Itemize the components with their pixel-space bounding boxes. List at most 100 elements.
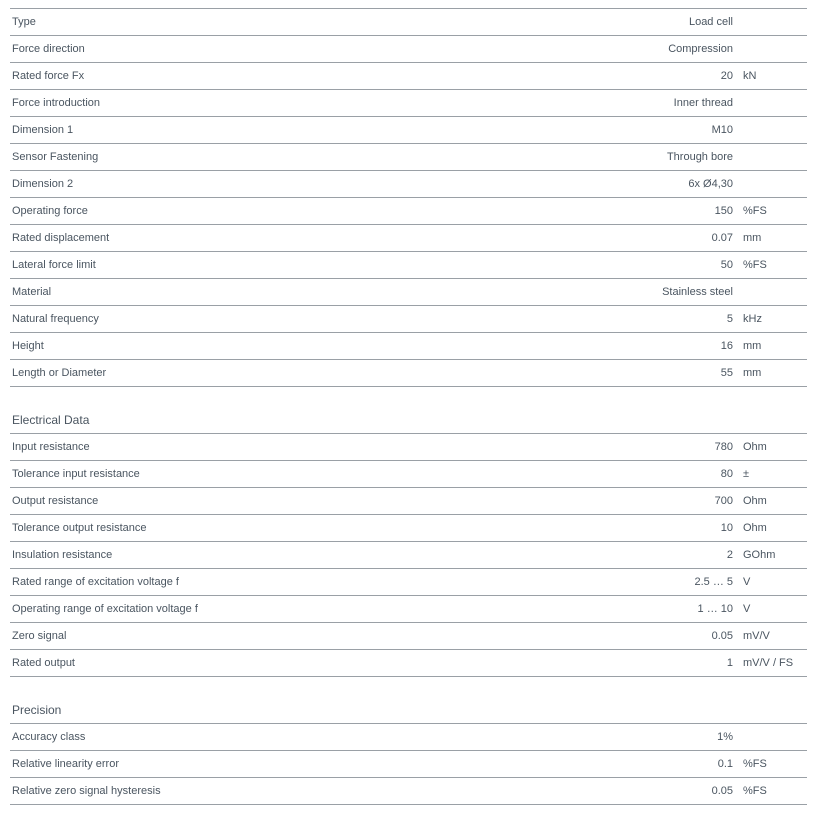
spec-value: 0.07 [673,232,737,244]
spec-row: Rated force Fx20kN [10,63,807,90]
spec-section: TypeLoad cellForce directionCompressionR… [10,8,807,387]
spec-row: Force directionCompression [10,36,807,63]
spec-value: 55 [673,367,737,379]
spec-row: Rated displacement0.07mm [10,225,807,252]
spec-label: Tolerance input resistance [10,468,673,480]
spec-label: Dimension 2 [10,178,673,190]
spec-row: Sensor FasteningThrough bore [10,144,807,171]
spec-label: Zero signal [10,630,673,642]
spec-value: 0.1 [673,758,737,770]
spec-value: 20 [673,70,737,82]
spec-value: 150 [673,205,737,217]
spec-value: Load cell [673,16,737,28]
spec-label: Accuracy class [10,731,673,743]
spec-unit: %FS [737,785,807,797]
spec-unit: mV/V [737,630,807,642]
spec-label: Relative linearity error [10,758,673,770]
spec-label: Type [10,16,673,28]
spec-value: 700 [673,495,737,507]
spec-label: Force introduction [10,97,673,109]
spec-value: 6x Ø4,30 [673,178,737,190]
spec-unit: V [737,576,807,588]
spec-label: Output resistance [10,495,673,507]
spec-value: 1 [673,657,737,669]
spec-value: M10 [673,124,737,136]
spec-unit: %FS [737,205,807,217]
spec-row: Height16mm [10,333,807,360]
spec-row: MaterialStainless steel [10,279,807,306]
spec-row: Rated range of excitation voltage f2.5 …… [10,569,807,596]
spec-label: Rated range of excitation voltage f [10,576,673,588]
spec-row: Operating range of excitation voltage f1… [10,596,807,623]
spec-value: Inner thread [673,97,737,109]
spec-unit: mm [737,340,807,352]
section-title: Precision [10,699,807,724]
spec-label: Dimension 1 [10,124,673,136]
spec-value: 0.05 [673,785,737,797]
spec-row: Tolerance input resistance80± [10,461,807,488]
spec-row: Accuracy class1% [10,724,807,751]
spec-label: Force direction [10,43,668,55]
spec-row: Relative linearity error0.1%FS [10,751,807,778]
spec-label: Rated displacement [10,232,673,244]
spec-label: Lateral force limit [10,259,673,271]
spec-row: Zero signal0.05mV/V [10,623,807,650]
spec-value: 2 [673,549,737,561]
spec-label: Length or Diameter [10,367,673,379]
spec-label: Material [10,286,662,298]
spec-unit: mm [737,367,807,379]
spec-row: Lateral force limit50%FS [10,252,807,279]
spec-value: 16 [673,340,737,352]
spec-unit: %FS [737,259,807,271]
spec-unit: kHz [737,313,807,325]
spec-unit: ± [737,468,807,480]
spec-row: Dimension 26x Ø4,30 [10,171,807,198]
section-title: Electrical Data [10,409,807,434]
spec-label: Operating range of excitation voltage f [10,603,673,615]
spec-label: Natural frequency [10,313,673,325]
spec-row: Natural frequency5kHz [10,306,807,333]
spec-row: Output resistance700Ohm [10,488,807,515]
spec-row: Insulation resistance2GOhm [10,542,807,569]
spec-unit: mV/V / FS [737,657,807,669]
spec-unit: Ohm [737,441,807,453]
spec-value: Stainless steel [662,286,737,298]
spec-value: 10 [673,522,737,534]
spec-label: Input resistance [10,441,673,453]
spec-label: Insulation resistance [10,549,673,561]
spec-label: Sensor Fastening [10,151,667,163]
spec-label: Relative zero signal hysteresis [10,785,673,797]
spec-unit: V [737,603,807,615]
spec-row: Tolerance output resistance10Ohm [10,515,807,542]
spec-label: Rated force Fx [10,70,673,82]
spec-unit: kN [737,70,807,82]
spec-value: 1 … 10 [673,603,737,615]
spec-label: Rated output [10,657,673,669]
spec-value: Compression [668,43,737,55]
spec-unit: Ohm [737,495,807,507]
spec-row: Relative zero signal hysteresis0.05%FS [10,778,807,805]
spec-value: 5 [673,313,737,325]
spec-unit: GOhm [737,549,807,561]
spec-label: Operating force [10,205,673,217]
spec-unit: %FS [737,758,807,770]
spec-row: Input resistance780Ohm [10,434,807,461]
spec-row: Length or Diameter55mm [10,360,807,387]
spec-label: Height [10,340,673,352]
spec-section: PrecisionAccuracy class1%Relative linear… [10,699,807,805]
spec-row: Rated output1mV/V / FS [10,650,807,677]
spec-row: Operating force150%FS [10,198,807,225]
spec-value: 0.05 [673,630,737,642]
spec-unit: Ohm [737,522,807,534]
spec-value: Through bore [667,151,737,163]
spec-label: Tolerance output resistance [10,522,673,534]
spec-row: Dimension 1M10 [10,117,807,144]
spec-unit: mm [737,232,807,244]
spec-value: 2.5 … 5 [673,576,737,588]
spec-row: Force introductionInner thread [10,90,807,117]
spec-section: Electrical DataInput resistance780OhmTol… [10,409,807,677]
spec-value: 50 [673,259,737,271]
spec-value: 780 [673,441,737,453]
spec-table-root: TypeLoad cellForce directionCompressionR… [10,8,807,805]
spec-row: TypeLoad cell [10,8,807,36]
